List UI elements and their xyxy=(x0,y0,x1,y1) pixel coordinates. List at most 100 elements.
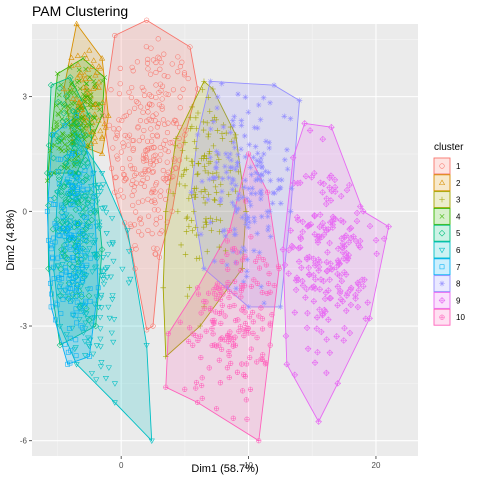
point-cluster-8 xyxy=(256,249,263,256)
point-cluster-4 xyxy=(87,119,92,125)
point-cluster-10 xyxy=(259,316,265,322)
point-cluster-10 xyxy=(245,325,251,331)
point-cluster-7 xyxy=(50,256,56,262)
point-cluster-10 xyxy=(211,291,218,297)
point-cluster-1 xyxy=(187,44,193,50)
point-cluster-5 xyxy=(62,196,70,204)
point-cluster-1 xyxy=(155,120,162,127)
point-cluster-8 xyxy=(257,196,264,202)
point-cluster-8 xyxy=(228,157,234,163)
point-cluster-7 xyxy=(61,247,67,253)
point-cluster-6 xyxy=(96,226,103,232)
point-cluster-7 xyxy=(65,176,70,182)
point-cluster-1 xyxy=(141,183,148,189)
point-cluster-7 xyxy=(54,302,60,308)
point-cluster-1 xyxy=(144,175,150,181)
point-cluster-10 xyxy=(209,342,215,348)
point-cluster-8 xyxy=(251,247,257,254)
point-cluster-3 xyxy=(222,248,229,254)
point-cluster-9 xyxy=(304,345,312,353)
point-cluster-10 xyxy=(259,356,265,362)
point-cluster-6 xyxy=(104,252,112,258)
point-cluster-10 xyxy=(195,337,201,343)
point-cluster-5 xyxy=(70,108,78,116)
point-cluster-8 xyxy=(266,139,272,146)
point-cluster-8 xyxy=(233,182,239,189)
point-cluster-1 xyxy=(164,219,170,225)
point-cluster-3 xyxy=(200,127,207,133)
point-cluster-8 xyxy=(229,199,236,206)
point-cluster-3 xyxy=(214,170,220,176)
point-cluster-3 xyxy=(170,190,176,197)
point-cluster-7 xyxy=(68,232,74,238)
point-cluster-9 xyxy=(323,369,330,377)
point-cluster-6 xyxy=(59,262,66,268)
point-cluster-2 xyxy=(99,135,106,141)
point-cluster-5 xyxy=(52,168,60,176)
point-cluster-5 xyxy=(59,203,67,211)
point-cluster-3 xyxy=(189,104,195,110)
point-cluster-7 xyxy=(52,220,58,226)
point-cluster-10 xyxy=(271,282,277,289)
point-cluster-5 xyxy=(71,242,79,250)
point-cluster-6 xyxy=(105,304,112,311)
point-cluster-1 xyxy=(164,172,170,178)
point-cluster-1 xyxy=(150,162,156,168)
point-cluster-9 xyxy=(299,218,307,226)
point-cluster-3 xyxy=(206,160,212,167)
point-cluster-8 xyxy=(237,249,244,255)
point-cluster-6 xyxy=(78,260,85,266)
point-cluster-4 xyxy=(72,84,78,90)
point-cluster-1 xyxy=(158,88,164,94)
point-cluster-8 xyxy=(255,102,262,108)
point-cluster-5 xyxy=(55,176,63,184)
point-cluster-1 xyxy=(132,266,138,272)
point-cluster-8 xyxy=(262,168,269,175)
point-cluster-9 xyxy=(302,294,309,301)
point-cluster-1 xyxy=(151,197,157,203)
point-cluster-9 xyxy=(315,263,323,271)
point-cluster-10 xyxy=(218,320,224,326)
point-cluster-4 xyxy=(77,127,83,133)
point-cluster-1 xyxy=(159,106,165,112)
point-cluster-8 xyxy=(243,221,249,228)
legend-item-8: 8 xyxy=(433,275,461,293)
point-cluster-4 xyxy=(65,144,71,149)
point-cluster-7 xyxy=(75,282,81,287)
point-cluster-7 xyxy=(66,180,72,186)
legend-symbol-4 xyxy=(439,214,445,219)
point-cluster-10 xyxy=(254,280,260,286)
point-cluster-1 xyxy=(134,59,140,65)
point-cluster-7 xyxy=(95,285,101,291)
point-cluster-7 xyxy=(75,220,80,226)
point-cluster-9 xyxy=(334,380,342,387)
point-cluster-9 xyxy=(295,258,303,265)
point-cluster-3 xyxy=(193,232,200,238)
point-cluster-9 xyxy=(355,286,363,294)
point-cluster-9 xyxy=(343,186,351,194)
point-cluster-10 xyxy=(269,312,275,318)
point-cluster-8 xyxy=(240,244,246,251)
point-cluster-8 xyxy=(219,175,226,182)
point-cluster-3 xyxy=(182,251,189,258)
point-cluster-8 xyxy=(287,208,294,215)
point-cluster-10 xyxy=(210,331,216,337)
point-cluster-6 xyxy=(98,292,105,299)
point-cluster-3 xyxy=(191,185,198,192)
point-cluster-1 xyxy=(110,145,116,151)
point-cluster-1 xyxy=(175,54,181,60)
point-cluster-5 xyxy=(56,84,63,92)
point-cluster-10 xyxy=(197,333,204,339)
point-cluster-8 xyxy=(219,228,226,235)
point-cluster-1 xyxy=(152,200,158,206)
point-cluster-10 xyxy=(234,369,241,375)
point-cluster-1 xyxy=(164,159,170,165)
point-cluster-9 xyxy=(331,176,339,184)
point-cluster-9 xyxy=(322,308,329,316)
point-cluster-5 xyxy=(72,248,80,256)
point-cluster-1 xyxy=(142,166,148,172)
point-cluster-6 xyxy=(96,219,103,226)
point-cluster-8 xyxy=(214,105,220,111)
point-cluster-7 xyxy=(80,265,85,271)
point-cluster-1 xyxy=(141,87,147,93)
